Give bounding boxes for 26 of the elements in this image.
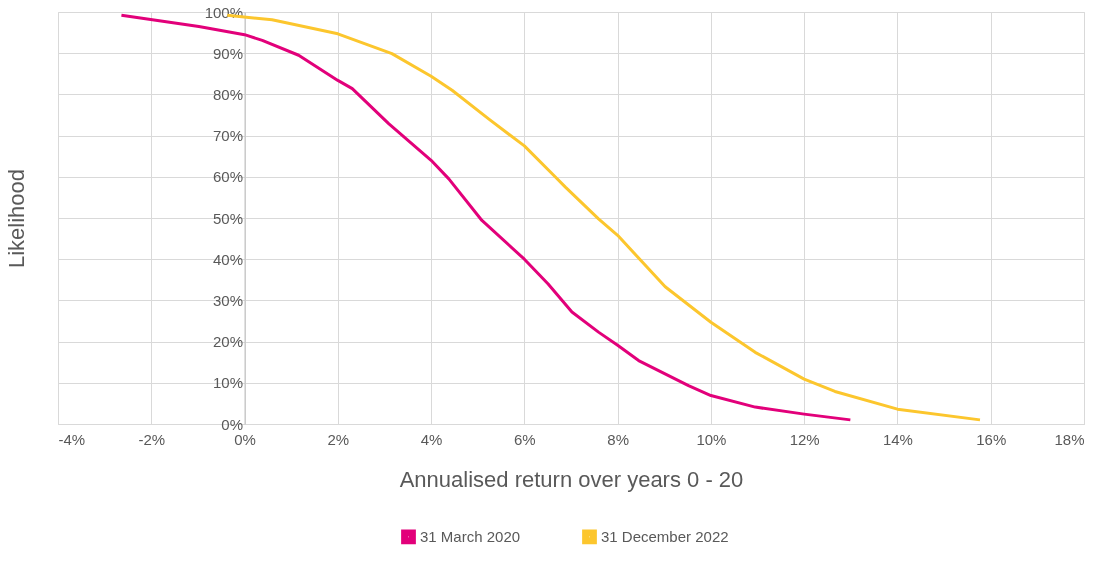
y-tick-label: 30%: [213, 291, 244, 309]
x-tick-label: 10%: [696, 430, 727, 448]
y-tick-label: 40%: [213, 250, 244, 268]
legend-label: 31 March 2020: [420, 527, 521, 545]
x-axis-title: Annualised return over years 0 - 20: [399, 466, 744, 492]
x-tick-label: 2%: [327, 430, 350, 448]
y-tick-label: 50%: [213, 209, 244, 227]
legend-label: 31 December 2022: [601, 527, 729, 545]
y-tick-label: 90%: [213, 44, 244, 62]
y-tick-label: 80%: [213, 85, 244, 103]
x-tick-label: 14%: [882, 430, 913, 448]
y-axis-title: Likelihood: [3, 168, 29, 269]
x-tick-label: 12%: [789, 430, 820, 448]
y-tick-label: 60%: [213, 168, 244, 186]
y-tick-label: 0%: [221, 415, 244, 433]
x-tick-label: 4%: [420, 430, 443, 448]
y-tick-label: 70%: [213, 127, 244, 145]
x-tick-label: 18%: [1054, 430, 1085, 448]
x-tick-label: -4%: [58, 430, 86, 448]
x-tick-label: 16%: [976, 430, 1007, 448]
y-tick-label: 10%: [213, 374, 244, 392]
x-tick-label: 0%: [234, 430, 256, 448]
x-tick-label: 6%: [514, 430, 536, 448]
x-tick-label: -2%: [138, 430, 166, 448]
y-tick-label: 20%: [213, 333, 244, 351]
x-tick-label: 8%: [607, 430, 629, 448]
